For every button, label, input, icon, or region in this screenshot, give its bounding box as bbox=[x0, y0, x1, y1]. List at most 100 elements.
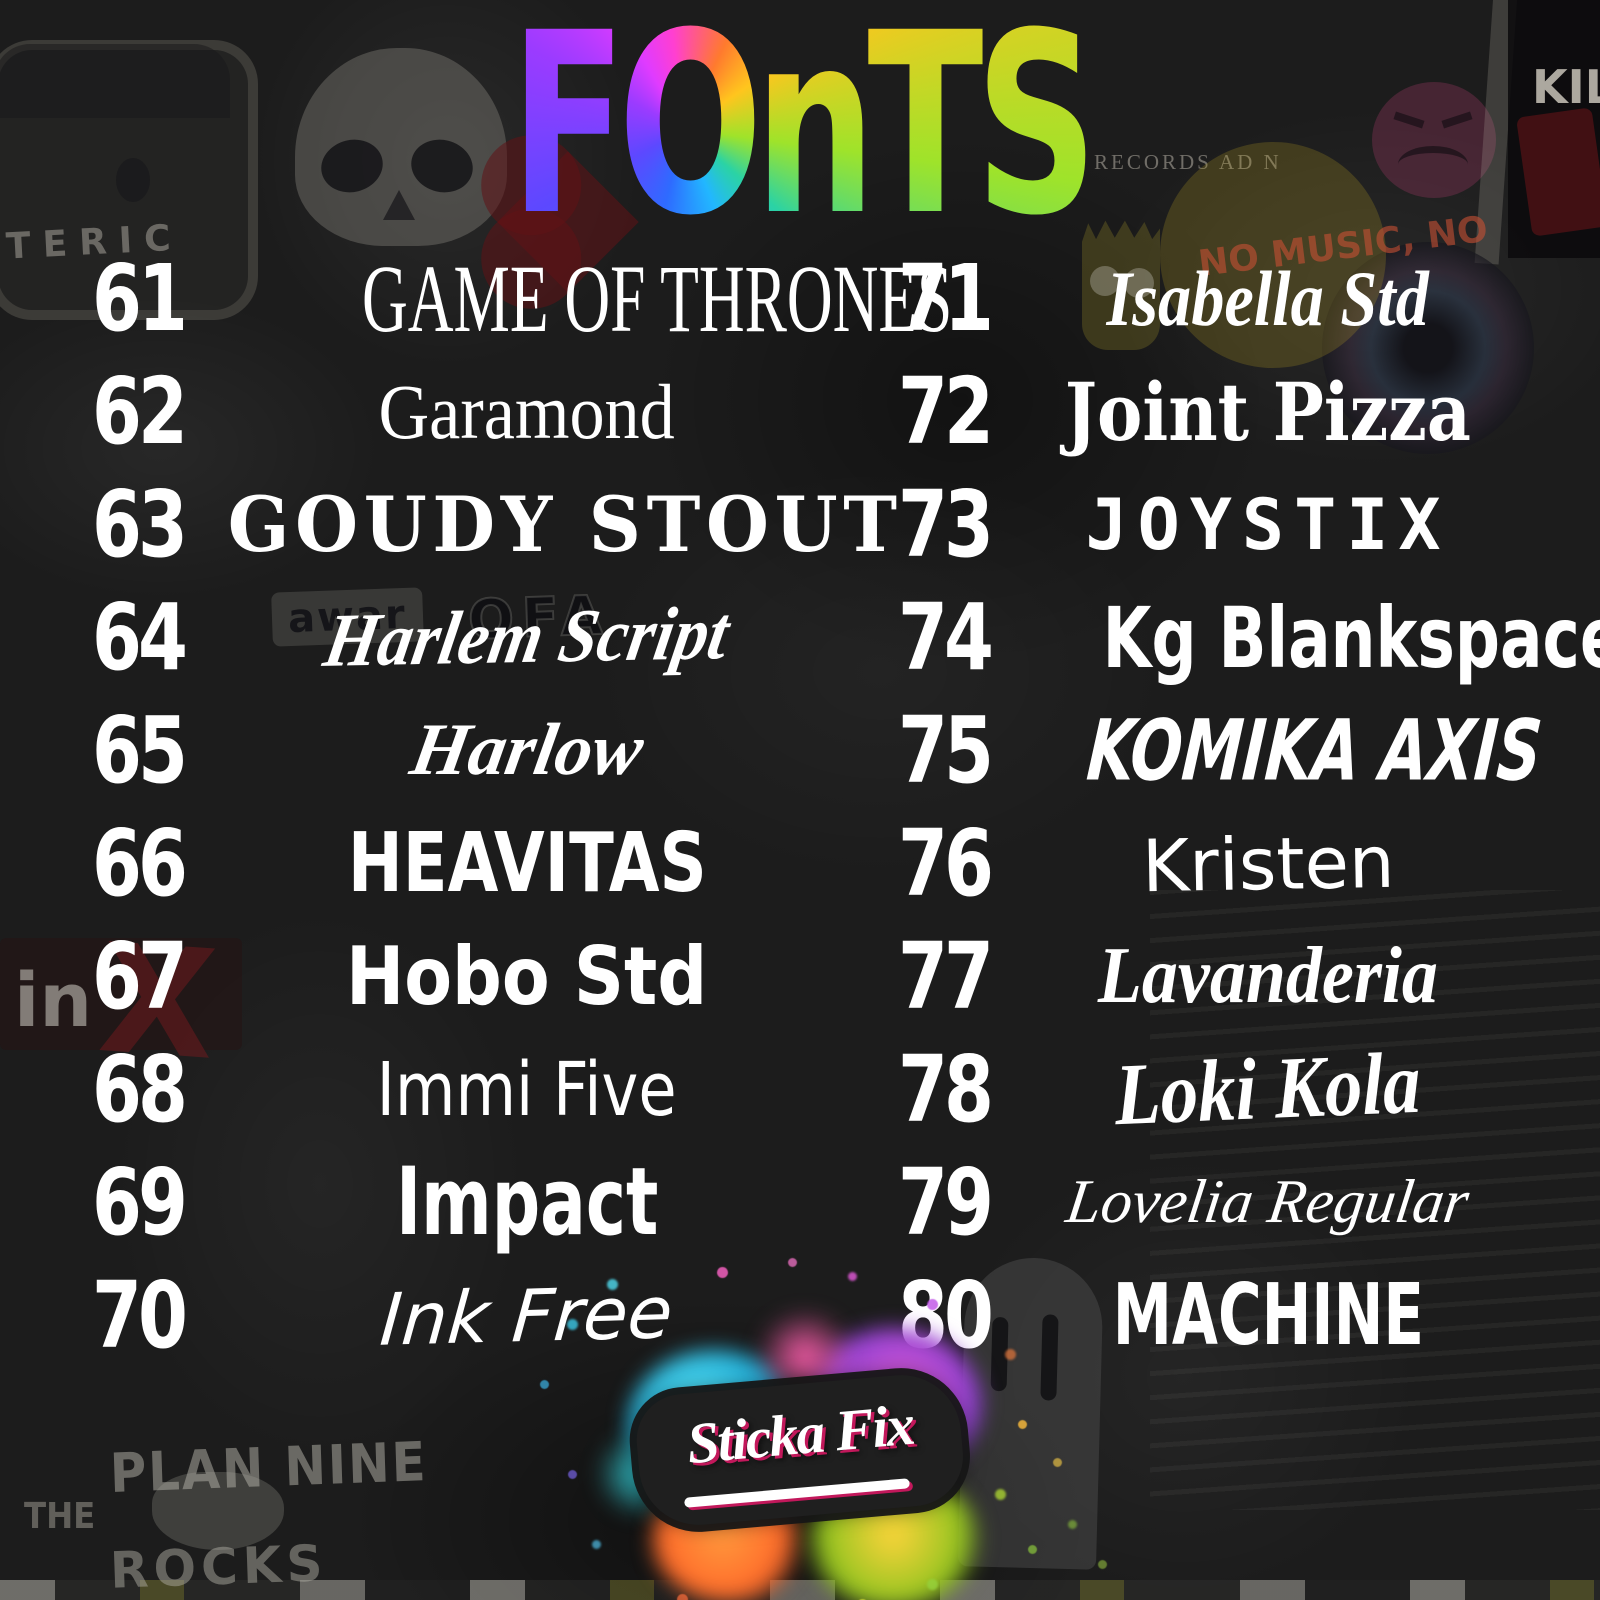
font-sample-wrap: Joint Pizza bbox=[1016, 365, 1520, 459]
font-number: 65 bbox=[92, 696, 188, 804]
background-fragment-plan-nine: PLAN NINE bbox=[108, 1429, 429, 1506]
font-sample-game-of-thrones: GAME OF THRONES bbox=[362, 245, 953, 352]
font-sample-kristen: Kristen bbox=[1141, 819, 1395, 908]
font-sample-wrap: KOMIKA AXIS bbox=[1016, 701, 1600, 800]
font-number: 72 bbox=[898, 357, 994, 465]
cartoon-face-hair bbox=[0, 44, 230, 118]
font-entry-61: 61 GAME OF THRONES bbox=[92, 242, 952, 355]
font-entry-76: 76 Kristen bbox=[898, 807, 1520, 920]
stickafix-logo: Sticka Fix bbox=[592, 1292, 1000, 1600]
font-sample-kg-blankspace: Kg Blankspace bbox=[1102, 588, 1600, 687]
font-sample-wrap: Immi Five bbox=[210, 1047, 844, 1133]
font-sample-wrap: JOYSTIX bbox=[1016, 484, 1520, 566]
kill-sticker-box bbox=[1508, 0, 1600, 258]
frowny-face-sticker bbox=[1372, 82, 1496, 198]
font-entry-79: 79 Lovelia Regular bbox=[898, 1146, 1520, 1259]
font-sample-komika-axis: KOMIKA AXIS bbox=[1083, 701, 1546, 800]
font-number: 78 bbox=[898, 1035, 994, 1143]
font-sample-wrap: Loki Kola bbox=[1016, 1035, 1520, 1144]
font-sample-machine: MACHINE bbox=[1112, 1266, 1424, 1365]
font-sample-heavitas: HEAVITAS bbox=[347, 816, 707, 911]
font-entry-64: 64 Harlem Script bbox=[92, 581, 844, 694]
font-sample-impact: Impact bbox=[395, 1148, 659, 1257]
font-number: 77 bbox=[898, 922, 994, 1030]
font-entry-75: 75 KOMIKA AXIS bbox=[898, 694, 1545, 807]
background-fragment-the: THE bbox=[23, 1496, 96, 1537]
skull-sticker bbox=[295, 48, 507, 246]
font-number: 71 bbox=[898, 244, 994, 352]
font-sample-wrap: GAME OF THRONES bbox=[210, 243, 1104, 354]
font-sample-hobo-std: Hobo Std bbox=[346, 930, 708, 1023]
font-entry-73: 73 JOYSTIX bbox=[898, 468, 1520, 581]
font-sample-joint-pizza: Joint Pizza bbox=[1064, 364, 1472, 459]
small-skull-sticker bbox=[152, 1472, 284, 1550]
font-number: 70 bbox=[92, 1261, 188, 1369]
font-entry-72: 72 Joint Pizza bbox=[898, 355, 1520, 468]
font-sample-goudy-stout: GOUDY STOUT bbox=[227, 480, 903, 569]
font-number: 66 bbox=[92, 809, 188, 917]
font-sample-wrap: Isabella Std bbox=[1016, 254, 1520, 344]
font-sample-joystix: JOYSTIX bbox=[1085, 483, 1451, 566]
font-sample-wrap: Lovelia Regular bbox=[1016, 1167, 1520, 1238]
font-entry-69: 69 Impact bbox=[92, 1146, 844, 1259]
font-entry-71: 71 Isabella Std bbox=[898, 242, 1520, 355]
font-number: 79 bbox=[898, 1148, 994, 1256]
font-sample-harlem-script: Harlem Script bbox=[318, 591, 736, 683]
corrugated-texture bbox=[1150, 890, 1600, 1510]
font-sample-loki-kola: Loki Kola bbox=[1113, 1034, 1423, 1145]
font-entry-68: 68 Immi Five bbox=[92, 1033, 844, 1146]
font-entry-70: 70 Ink Free bbox=[92, 1259, 844, 1372]
character-eye bbox=[1090, 266, 1120, 296]
font-number: 76 bbox=[898, 809, 994, 917]
bottom-sticker-strip bbox=[0, 1580, 1600, 1600]
yellow-character-sticker bbox=[1082, 220, 1160, 350]
font-entry-67: 67 Hobo Std bbox=[92, 920, 844, 1033]
font-sample-isabella-std: Isabella Std bbox=[1106, 254, 1430, 342]
font-number: 73 bbox=[898, 470, 994, 578]
font-sample-immi-five: Immi Five bbox=[377, 1046, 678, 1133]
page-title: FOnTS bbox=[510, 0, 1097, 270]
font-number: 61 bbox=[92, 244, 188, 352]
inx-sticker-box bbox=[0, 938, 242, 1050]
font-entry-80: 80 MACHINE bbox=[898, 1259, 1520, 1372]
font-sample-wrap: Impact bbox=[210, 1148, 844, 1257]
background-fragment-records: RECORDS AD N bbox=[1094, 150, 1282, 174]
font-list-left-column: 61 GAME OF THRONES 62 Garamond 63 GOUDY STOUT… bbox=[92, 242, 952, 1372]
font-sample-wrap: Lavanderia bbox=[1016, 931, 1520, 1022]
font-number: 63 bbox=[92, 470, 188, 578]
font-sample-wrap: Garamond bbox=[210, 367, 844, 457]
font-number: 62 bbox=[92, 357, 188, 465]
font-list-right-column: 71 Isabella Std 72 Joint Pizza 73 JOYSTIX 74 Kg… bbox=[898, 242, 1600, 1372]
splatter-dots bbox=[600, 1292, 605, 1297]
font-entry-62: 62 Garamond bbox=[92, 355, 844, 468]
font-sample-harlow: Harlow bbox=[404, 709, 650, 791]
font-number: 75 bbox=[898, 696, 994, 804]
cartoon-face-sticker bbox=[0, 40, 258, 320]
font-sample-lovelia-regular: Lovelia Regular bbox=[1062, 1168, 1474, 1236]
font-sample-wrap: HEAVITAS bbox=[210, 816, 844, 911]
font-sample-wrap: MACHINE bbox=[1016, 1266, 1520, 1365]
vinyl-record-sticker bbox=[1322, 242, 1534, 454]
font-sample-wrap: Hobo Std bbox=[210, 930, 844, 1023]
background-fragment-kil: KIL bbox=[1532, 60, 1600, 114]
font-number: 64 bbox=[92, 583, 188, 691]
font-entry-78: 78 Loki Kola bbox=[898, 1033, 1520, 1146]
font-sample-wrap: Harlem Script bbox=[210, 591, 844, 683]
font-sample-lavanderia: Lavanderia bbox=[1098, 932, 1438, 1020]
font-entry-65: 65 Harlow bbox=[92, 694, 844, 807]
cartoon-face-eye bbox=[116, 158, 150, 202]
font-entry-66: 66 HEAVITAS bbox=[92, 807, 844, 920]
font-sample-wrap: Harlow bbox=[210, 708, 844, 793]
font-entry-74: 74 Kg Blankspace bbox=[898, 581, 1600, 694]
font-number: 74 bbox=[898, 583, 994, 691]
font-sample-wrap: GOUDY STOUT bbox=[210, 480, 920, 569]
font-entry-63: 63 GOUDY STOUT bbox=[92, 468, 897, 581]
frowny-mouth bbox=[1398, 146, 1468, 183]
font-sample-wrap: Kristen bbox=[1016, 819, 1520, 908]
font-sample-wrap: Kg Blankspace bbox=[1016, 589, 1600, 687]
font-number: 69 bbox=[92, 1148, 188, 1256]
font-number: 68 bbox=[92, 1035, 188, 1143]
background-fragment-inx-in: in bbox=[14, 958, 93, 1044]
background-fragment-rocks: ROCKS bbox=[109, 1534, 329, 1600]
